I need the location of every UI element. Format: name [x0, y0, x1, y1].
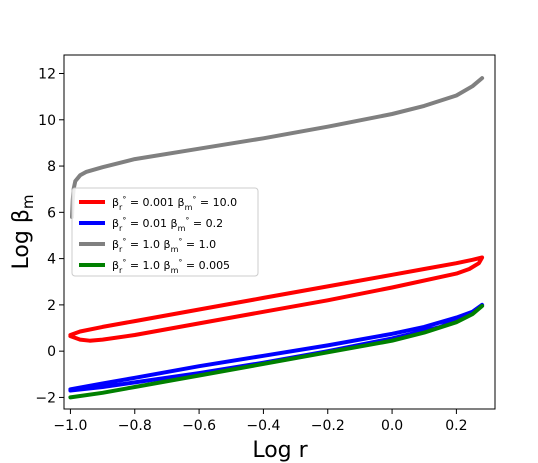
y-tick-label: −2	[35, 390, 56, 406]
x-tick-label: −0.6	[182, 418, 216, 434]
x-tick-label: 0.0	[381, 418, 403, 434]
x-tick-label: −0.8	[118, 418, 152, 434]
y-axis-label: Log βm	[9, 195, 37, 270]
y-tick-label: 2	[47, 298, 56, 314]
y-tick-label: 0	[47, 344, 56, 360]
legend-items: βr° = 0.001 βm° = 10.0 βr° = 0.01 βm° = 0…	[79, 195, 237, 275]
plot-frame	[63, 54, 496, 410]
series-line-1	[68, 302, 485, 393]
y-tick-label: 4	[47, 252, 56, 268]
x-tick-label: −0.2	[311, 418, 345, 434]
legend-label-1: βr° = 0.01 βm° = 0.2	[112, 216, 223, 233]
legend-label-2: βr° = 1.0 βm° = 1.0	[112, 237, 216, 254]
series-line-3	[68, 304, 485, 400]
x-tick-label: −0.4	[246, 418, 280, 434]
y-tick-label: 12	[38, 67, 56, 83]
series-line-2	[70, 76, 485, 219]
y-axis-label-main: Log β	[9, 209, 34, 269]
tick-layer: −1.0 −0.8 −0.6 −0.4 −0.2 0.0 0.2 −2 0 2 4 6 8 10 12	[35, 67, 467, 434]
x-tick-label: 0.2	[445, 418, 467, 434]
y-axis-label-sub: m	[19, 195, 37, 210]
series-line-0	[68, 255, 485, 343]
y-tick-label: 6	[47, 205, 56, 221]
x-axis-label: Log r	[252, 438, 308, 463]
x-tick-label: −1.0	[53, 418, 87, 434]
legend-box	[71, 187, 259, 277]
series-layer	[68, 76, 485, 400]
y-tick-label: 8	[47, 159, 56, 175]
legend-label-0: βr° = 0.001 βm° = 10.0	[112, 195, 237, 212]
y-tick-label: 10	[38, 113, 56, 129]
legend-label-3: βr° = 1.0 βm° = 0.005	[112, 258, 230, 275]
legend: βr° = 0.001 βm° = 10.0 βr° = 0.01 βm° = 0…	[71, 187, 259, 277]
